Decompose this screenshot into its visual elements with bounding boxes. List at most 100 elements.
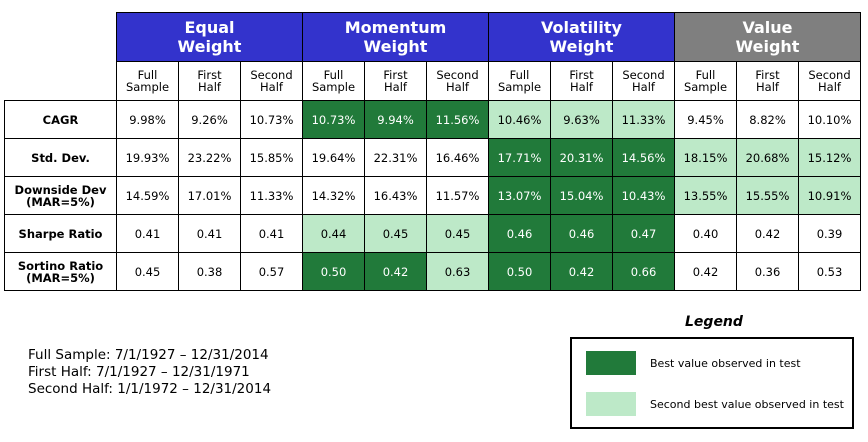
- table-cell: 14.59%: [116, 176, 179, 215]
- period-header-second-half: Second Half: [612, 61, 675, 101]
- table-cell: 0.41: [116, 214, 179, 253]
- table-cell: 0.44: [302, 214, 365, 253]
- legend: Best value observed in test Second best …: [570, 337, 854, 429]
- legend-item-second: Second best value observed in test: [586, 392, 844, 416]
- period-header-full-sample: Full Sample: [488, 61, 551, 101]
- table-row: Downside Dev (MAR=5%) 14.59% 17.01% 11.33% 14…: [4, 176, 861, 215]
- group-header-equal-weight: Equal Weight: [116, 12, 303, 62]
- table-cell: 0.45: [116, 252, 179, 291]
- table-body: CAGR 9.98% 9.26% 10.73% 10.73% 9.94% 11.56% 10.…: [4, 100, 861, 291]
- table-cell: 17.71%: [488, 138, 551, 177]
- table-cell: 0.63: [426, 252, 489, 291]
- legend-item-best: Best value observed in test: [586, 351, 801, 375]
- table-cell: 14.56%: [612, 138, 675, 177]
- corner-cell: [4, 12, 117, 62]
- table-cell: 0.57: [240, 252, 303, 291]
- table-row: CAGR 9.98% 9.26% 10.73% 10.73% 9.94% 11.56% 10.…: [4, 100, 861, 139]
- table-cell: 0.46: [488, 214, 551, 253]
- table-cell: 0.45: [364, 214, 427, 253]
- table-cell: 11.57%: [426, 176, 489, 215]
- row-label-cagr: CAGR: [4, 100, 117, 139]
- table-cell: 0.41: [178, 214, 241, 253]
- table-cell: 16.46%: [426, 138, 489, 177]
- table-row: Sortino Ratio (MAR=5%) 0.45 0.38 0.57 0.50 0.4…: [4, 252, 861, 291]
- table-cell: 22.31%: [364, 138, 427, 177]
- table-cell: 0.41: [240, 214, 303, 253]
- note-full-sample: Full Sample: 7/1/1927 – 12/31/2014: [28, 347, 269, 363]
- table-row: Std. Dev. 19.93% 23.22% 15.85% 19.64% 22.31% 1…: [4, 138, 861, 177]
- period-header-first-half: First Half: [736, 61, 799, 101]
- legend-swatch-second: [586, 392, 636, 416]
- table-cell: 0.36: [736, 252, 799, 291]
- table-cell: 14.32%: [302, 176, 365, 215]
- group-header-volatility-weight: Volatility Weight: [488, 12, 675, 62]
- table-cell: 0.42: [736, 214, 799, 253]
- table-cell: 9.94%: [364, 100, 427, 139]
- table-cell: 0.47: [612, 214, 675, 253]
- period-header-first-half: First Half: [550, 61, 613, 101]
- table-cell: 15.04%: [550, 176, 613, 215]
- table-cell: 0.39: [798, 214, 861, 253]
- table-cell: 10.73%: [240, 100, 303, 139]
- table-cell: 9.45%: [674, 100, 737, 139]
- corner-cell: [4, 61, 117, 101]
- table-cell: 0.42: [364, 252, 427, 291]
- legend-title: Legend: [685, 314, 743, 330]
- table-cell: 15.12%: [798, 138, 861, 177]
- period-header-full-sample: Full Sample: [302, 61, 365, 101]
- table-cell: 17.01%: [178, 176, 241, 215]
- table-cell: 10.10%: [798, 100, 861, 139]
- table-cell: 10.43%: [612, 176, 675, 215]
- table-cell: 0.50: [302, 252, 365, 291]
- row-label-sortino-ratio-mar-5: Sortino Ratio (MAR=5%): [4, 252, 117, 291]
- table-cell: 9.63%: [550, 100, 613, 139]
- table-cell: 10.73%: [302, 100, 365, 139]
- table-cell: 10.91%: [798, 176, 861, 215]
- table-cell: 20.31%: [550, 138, 613, 177]
- table-cell: 11.56%: [426, 100, 489, 139]
- row-label-std-dev: Std. Dev.: [4, 138, 117, 177]
- table-cell: 8.82%: [736, 100, 799, 139]
- table-cell: 11.33%: [612, 100, 675, 139]
- table-cell: 0.50: [488, 252, 551, 291]
- table-cell: 20.68%: [736, 138, 799, 177]
- table-cell: 0.40: [674, 214, 737, 253]
- note-first-half: First Half: 7/1/1927 – 12/31/1971: [28, 364, 250, 380]
- performance-table: Equal Weight Momentum Weight Volatility Weigh…: [4, 12, 861, 291]
- table-cell: 23.22%: [178, 138, 241, 177]
- table-cell: 0.42: [674, 252, 737, 291]
- row-label-downside-dev-mar-5: Downside Dev (MAR=5%): [4, 176, 117, 215]
- period-header-second-half: Second Half: [798, 61, 861, 101]
- table-cell: 10.46%: [488, 100, 551, 139]
- table-cell: 0.45: [426, 214, 489, 253]
- row-label-sharpe-ratio: Sharpe Ratio: [4, 214, 117, 253]
- table-cell: 13.07%: [488, 176, 551, 215]
- period-header-first-half: First Half: [178, 61, 241, 101]
- legend-label-second: Second best value observed in test: [650, 397, 844, 411]
- period-header-first-half: First Half: [364, 61, 427, 101]
- period-header-second-half: Second Half: [426, 61, 489, 101]
- table-cell: 16.43%: [364, 176, 427, 215]
- table-cell: 0.42: [550, 252, 613, 291]
- sample-period-notes: Full Sample: 7/1/1927 – 12/31/2014 First…: [28, 347, 271, 398]
- legend-label-best: Best value observed in test: [650, 356, 801, 370]
- period-header-full-sample: Full Sample: [116, 61, 179, 101]
- table-cell: 0.38: [178, 252, 241, 291]
- table-cell: 9.98%: [116, 100, 179, 139]
- group-header-value-weight: Value Weight: [674, 12, 861, 62]
- table-cell: 0.46: [550, 214, 613, 253]
- table-cell: 19.93%: [116, 138, 179, 177]
- note-second-half: Second Half: 1/1/1972 – 12/31/2014: [28, 381, 272, 397]
- table-cell: 18.15%: [674, 138, 737, 177]
- period-header-row: Full Sample First Half Second Half Full Sample F…: [4, 61, 861, 101]
- legend-swatch-best: [586, 351, 636, 375]
- table-row: Sharpe Ratio 0.41 0.41 0.41 0.44 0.45 0.45 0.46…: [4, 214, 861, 253]
- group-header-row: Equal Weight Momentum Weight Volatility Weigh…: [4, 12, 861, 62]
- table-cell: 19.64%: [302, 138, 365, 177]
- table-cell: 0.53: [798, 252, 861, 291]
- period-header-full-sample: Full Sample: [674, 61, 737, 101]
- table-cell: 9.26%: [178, 100, 241, 139]
- table-header: Equal Weight Momentum Weight Volatility Weigh…: [4, 12, 861, 101]
- table-cell: 11.33%: [240, 176, 303, 215]
- table-cell: 15.55%: [736, 176, 799, 215]
